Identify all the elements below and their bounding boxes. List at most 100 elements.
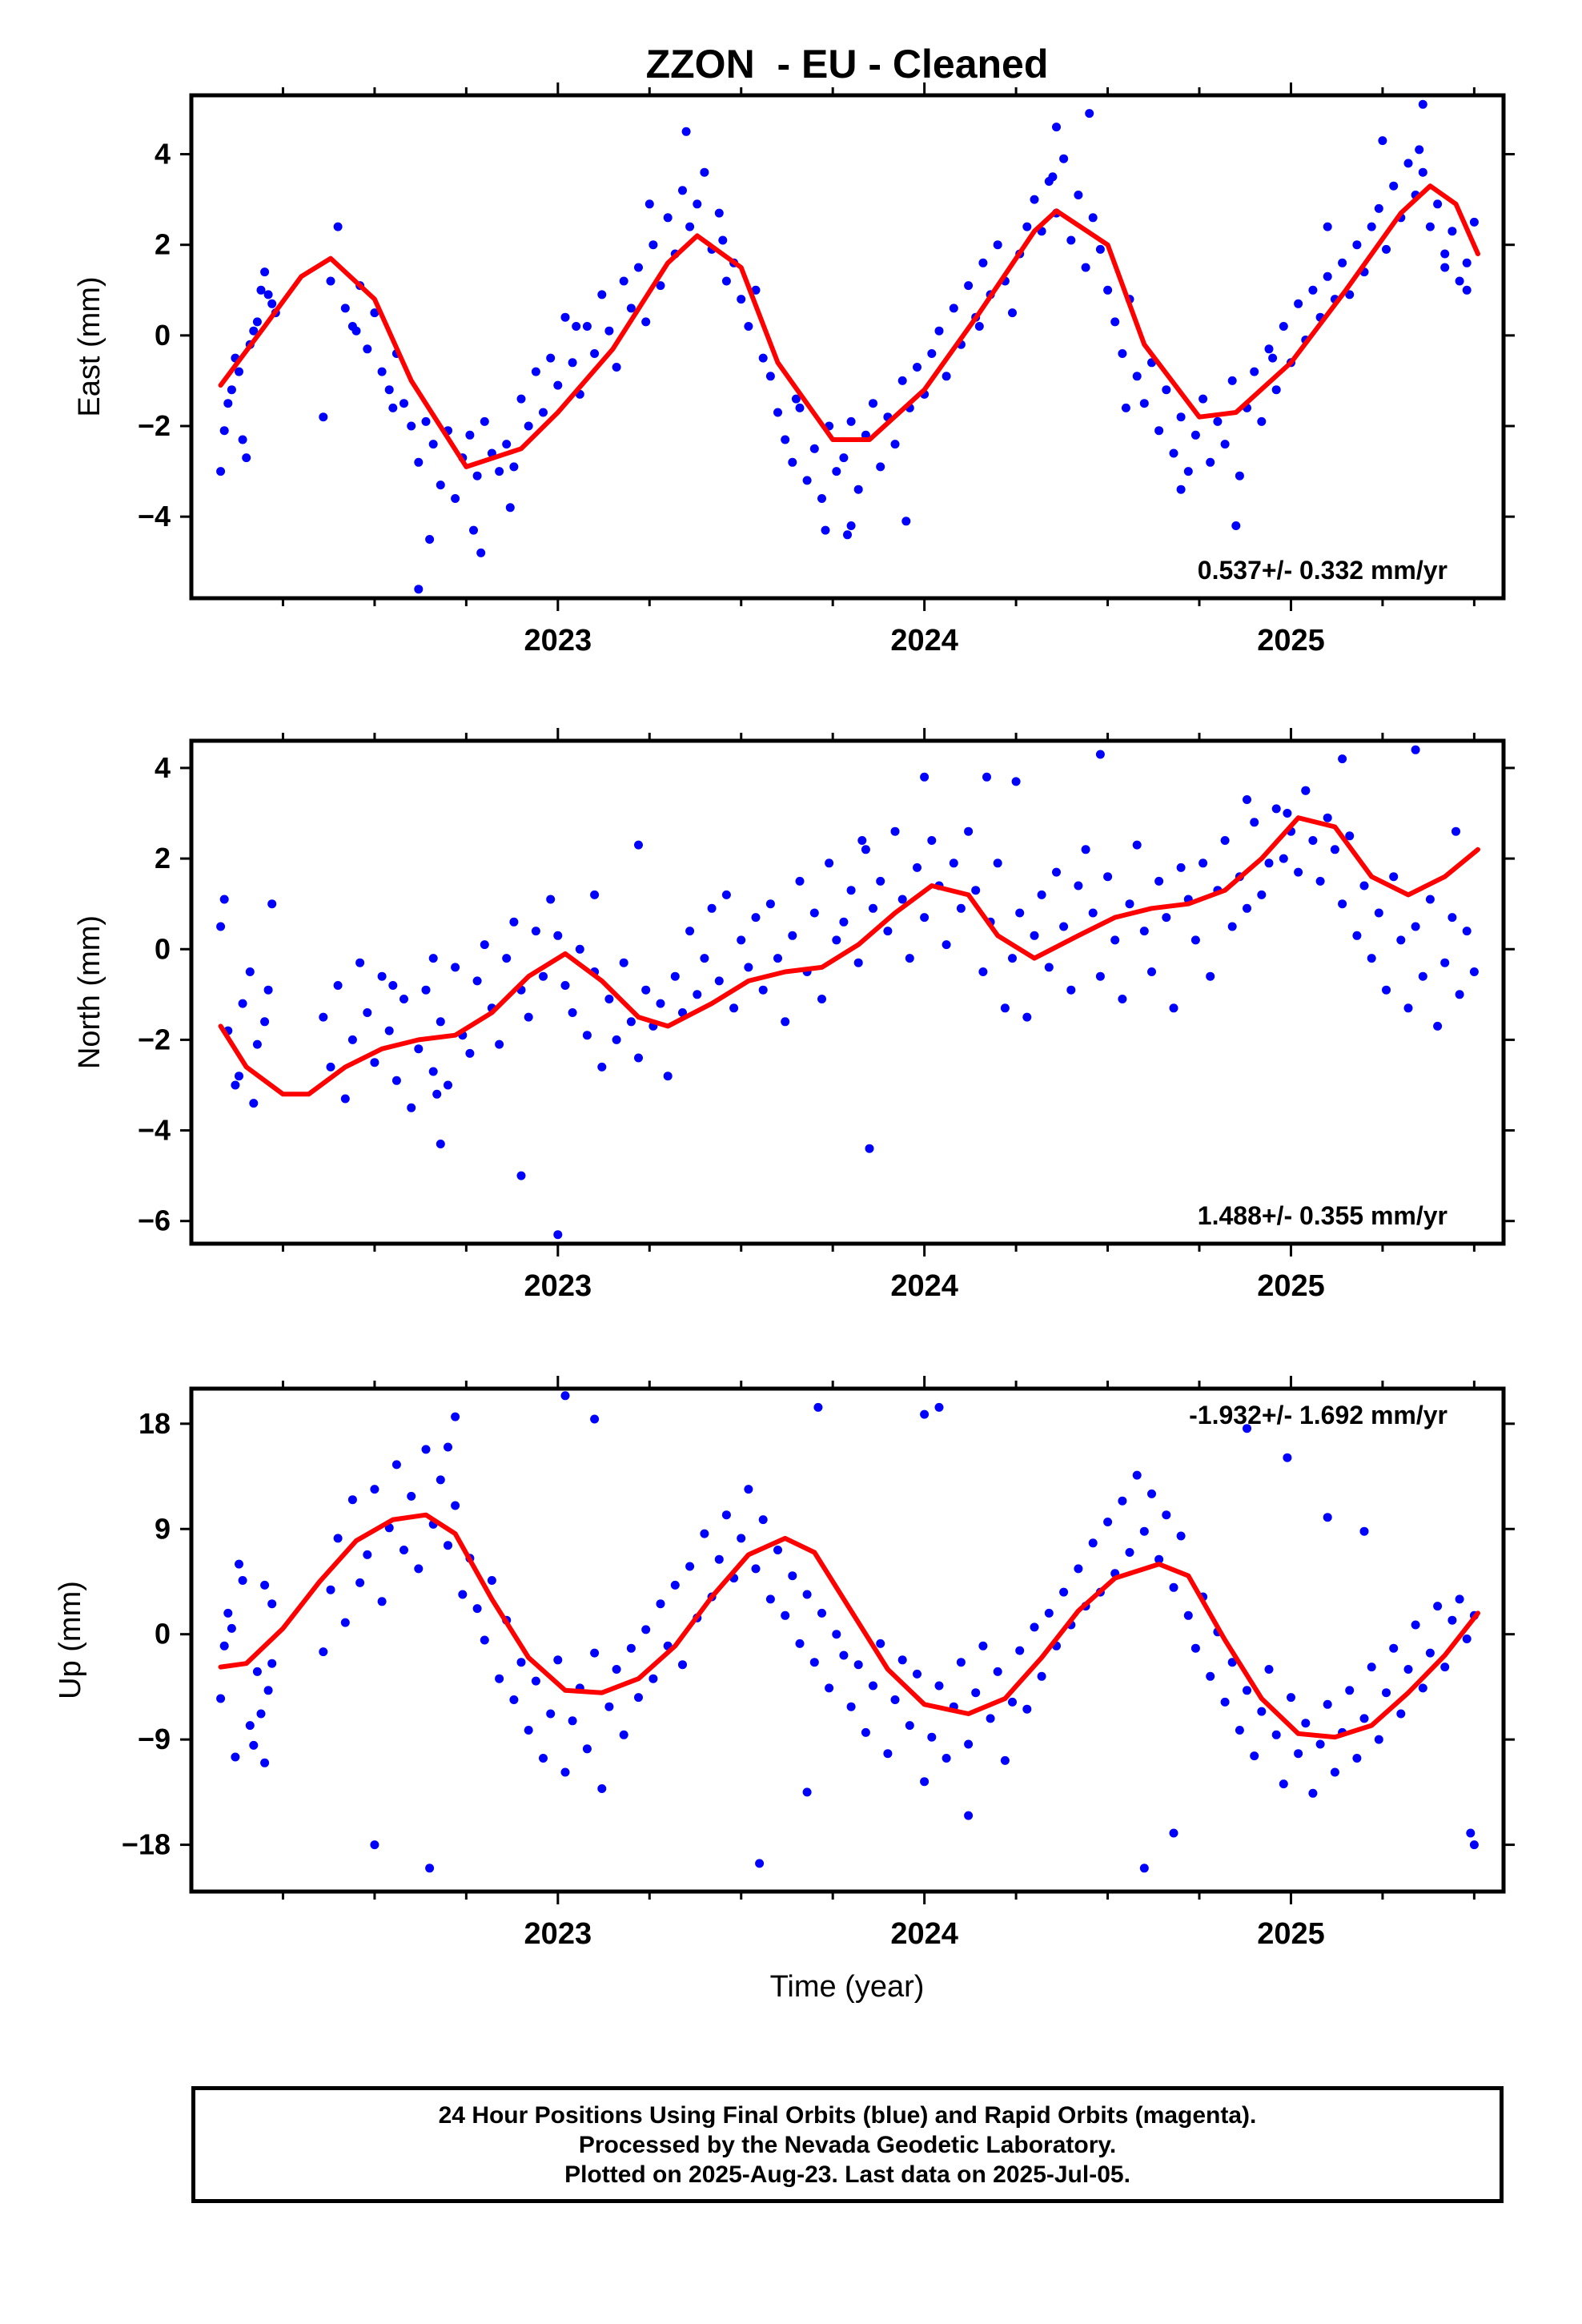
up-data-point	[1000, 1755, 1010, 1765]
east-data-point	[1271, 385, 1281, 395]
north-data-point	[560, 981, 570, 990]
north-data-point	[370, 1058, 379, 1068]
east-data-point	[1162, 385, 1171, 395]
east-data-point	[1132, 372, 1142, 381]
up-data-point	[934, 1681, 944, 1691]
north-data-point	[1315, 876, 1325, 886]
north-data-point	[1037, 890, 1046, 899]
north-data-point	[509, 917, 519, 927]
north-data-point	[231, 1080, 240, 1090]
east-data-point	[263, 290, 273, 300]
north-data-point	[1132, 840, 1142, 850]
east-data-point	[319, 412, 328, 422]
east-data-point	[267, 299, 277, 308]
up-data-point	[744, 1485, 753, 1494]
up-data-point	[1382, 1688, 1391, 1698]
north-data-point	[1382, 985, 1391, 995]
east-data-point	[897, 376, 907, 385]
east-data-point	[249, 326, 259, 336]
east-y-axis-label: East (mm)	[73, 276, 106, 416]
north-data-point	[252, 1039, 262, 1049]
east-data-point	[817, 494, 826, 503]
north-data-point	[634, 1053, 643, 1063]
up-data-point	[897, 1655, 907, 1665]
up-data-point	[737, 1534, 746, 1543]
up-data-point	[1206, 1671, 1215, 1681]
east-data-point	[1403, 159, 1413, 168]
north-data-point	[949, 858, 958, 868]
east-data-point	[1382, 244, 1391, 254]
north-data-point	[1352, 931, 1362, 940]
north-data-point	[832, 935, 841, 945]
east-data-point	[843, 530, 852, 540]
north-data-point	[1220, 836, 1230, 845]
up-data-point	[1389, 1643, 1399, 1653]
north-y-tick-label: −6	[138, 1204, 171, 1237]
north-data-point	[758, 985, 768, 995]
north-data-point	[1264, 858, 1274, 868]
north-data-point	[971, 886, 981, 895]
north-data-point	[670, 971, 680, 981]
up-data-point	[1103, 1518, 1113, 1526]
east-data-point	[942, 372, 951, 381]
up-data-point	[1088, 1538, 1098, 1548]
north-data-point	[1176, 862, 1186, 872]
up-data-point	[832, 1630, 841, 1639]
east-data-point	[913, 363, 921, 372]
north-data-point	[1243, 795, 1251, 804]
up-data-point	[436, 1475, 445, 1485]
east-data-point	[216, 467, 226, 476]
east-data-point	[1389, 181, 1399, 191]
up-data-point	[1447, 1615, 1457, 1625]
up-data-point	[802, 1787, 812, 1797]
up-data-point	[971, 1688, 981, 1698]
east-data-point	[1176, 485, 1186, 494]
up-rate-annotation: -1.932+/- 1.692 mm/yr	[1189, 1401, 1447, 1429]
east-data-point	[718, 235, 728, 245]
up-data-point	[1283, 1453, 1292, 1462]
north-data-point	[333, 981, 343, 990]
east-data-point	[1425, 222, 1435, 231]
east-data-point	[590, 349, 600, 358]
east-data-point	[1183, 467, 1193, 476]
up-data-point	[934, 1402, 944, 1412]
north-data-point	[1103, 872, 1113, 882]
north-y-tick-label: −4	[138, 1114, 171, 1147]
east-y-tick-label: 4	[155, 138, 171, 171]
up-data-point	[451, 1412, 460, 1421]
up-data-point	[516, 1658, 526, 1667]
east-data-point	[1455, 276, 1464, 286]
east-data-point	[421, 416, 431, 426]
north-data-point	[245, 967, 255, 976]
east-data-point	[509, 462, 519, 472]
east-plot-frame	[189, 93, 1506, 601]
up-data-point	[1411, 1620, 1420, 1630]
north-data-point	[1452, 826, 1460, 836]
north-data-point	[480, 940, 489, 950]
up-data-point	[978, 1641, 988, 1651]
up-data-point	[861, 1727, 870, 1737]
north-data-point	[1030, 931, 1039, 940]
north-data-point	[1118, 995, 1127, 1003]
north-data-point	[432, 1089, 442, 1099]
north-data-point	[869, 903, 877, 913]
north-y-tick-label: 2	[155, 842, 171, 875]
up-data-point	[1264, 1665, 1274, 1674]
up-data-point	[641, 1625, 651, 1634]
up-data-point	[1125, 1548, 1134, 1557]
north-data-point	[1243, 903, 1251, 913]
north-data-point	[744, 963, 753, 972]
east-y-tick-label: −2	[138, 409, 171, 442]
north-data-point	[1283, 809, 1292, 818]
up-data-point	[678, 1660, 687, 1670]
north-data-point	[964, 826, 974, 836]
east-data-point	[781, 435, 790, 444]
north-data-point	[1338, 899, 1347, 909]
north-fit-curve	[218, 815, 1480, 1097]
east-data-point	[693, 199, 702, 209]
up-data-point	[1433, 1602, 1443, 1611]
east-y-tick-label: 0	[155, 319, 171, 352]
east-data-point	[626, 304, 636, 313]
east-data-point	[1121, 403, 1130, 412]
east-data-point	[495, 467, 504, 476]
